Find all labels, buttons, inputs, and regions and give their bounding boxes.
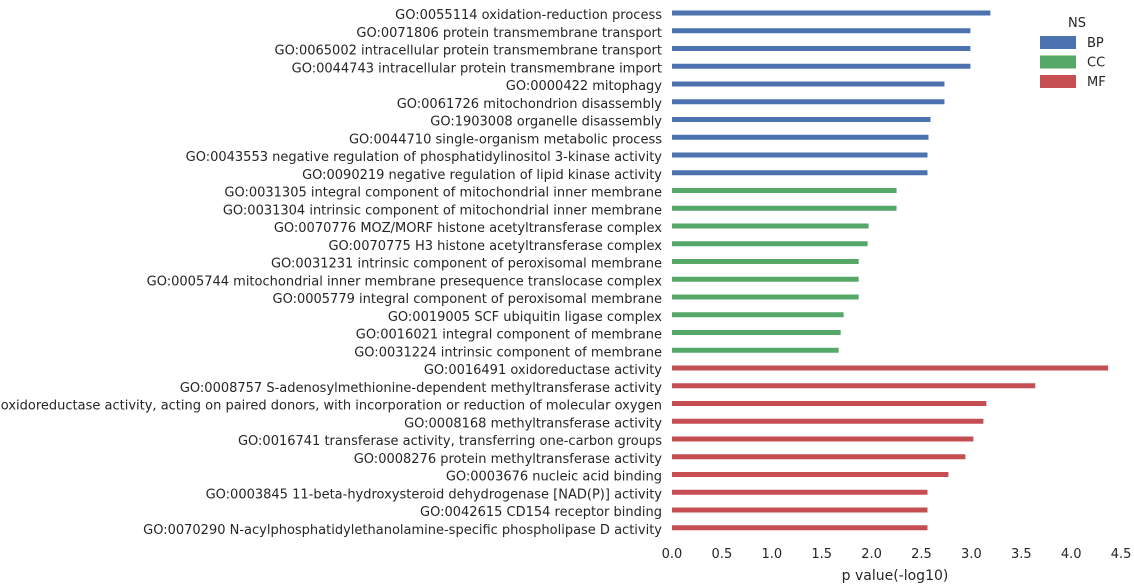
category-label: GO:0044743 intracellular protein transme… xyxy=(292,61,662,76)
bar-mf-21 xyxy=(672,365,1109,371)
x-tick-label: 4.5 xyxy=(1111,547,1132,562)
category-labels: GO:0055114 oxidation-reduction process GO… xyxy=(0,8,662,538)
category-label: GO:0031305 integral component of mitocho… xyxy=(224,186,662,201)
bar-cc-11 xyxy=(672,188,897,193)
x-tick-label: 2.0 xyxy=(861,547,882,562)
legend-swatch-bp xyxy=(1040,36,1076,49)
bar-bp-5 xyxy=(672,81,945,87)
x-tick-label: 1.0 xyxy=(761,547,782,562)
bar-mf-24 xyxy=(672,418,984,424)
category-label: GO:0016491 oxidoreductase activity xyxy=(424,363,662,378)
legend-title: NS xyxy=(1068,16,1086,31)
bar-mf-28 xyxy=(672,489,928,495)
bar-bp-9 xyxy=(672,152,928,158)
bar-bp-4 xyxy=(672,63,971,69)
category-label: GO:0005779 integral component of peroxis… xyxy=(273,292,662,307)
bar-cc-19 xyxy=(672,330,841,335)
category-label: GO:0061726 mitochondrion disassembly xyxy=(397,97,663,112)
category-label: GO:0044710 single-organism metabolic pro… xyxy=(349,132,662,147)
category-label: GO:0008276 protein methyltransferase act… xyxy=(354,452,663,467)
legend-swatch-cc xyxy=(1040,55,1076,69)
category-label: GO:0003676 nucleic acid binding xyxy=(446,470,662,485)
bar-cc-15 xyxy=(672,259,859,264)
category-label: GO:0070776 MOZ/MORF histone acetyltransf… xyxy=(274,221,662,236)
bar-bp-2 xyxy=(672,28,971,34)
category-label: GO:0005744 mitochondrial inner membrane … xyxy=(147,274,663,289)
x-axis-title: p value(-log10) xyxy=(842,568,949,584)
legend-label-mf: MF xyxy=(1087,75,1106,90)
bars-group xyxy=(672,10,1109,531)
x-tick-label: 3.5 xyxy=(1011,547,1032,562)
category-label: GO:0070290 N-acylphosphatidylethanolamin… xyxy=(143,523,662,538)
bar-cc-17 xyxy=(672,294,859,300)
category-label: GO:0042615 CD154 receptor binding xyxy=(420,505,662,520)
category-label: GO:0000422 mitophagy xyxy=(506,79,663,94)
category-label: GO:0016021 integral component of membran… xyxy=(356,328,662,343)
category-label: GO:0003845 11-beta-hydroxysteroid dehydr… xyxy=(206,487,663,502)
x-tick-label: 0.0 xyxy=(662,547,683,562)
legend-swatch-mf xyxy=(1040,75,1076,88)
bar-cc-16 xyxy=(672,276,859,282)
bar-bp-10 xyxy=(672,170,928,176)
bar-mf-30 xyxy=(672,525,928,531)
category-label: GO:0043553 negative regulation of phosph… xyxy=(186,150,663,165)
category-label: GO:1903008 organelle disassembly xyxy=(430,115,662,130)
bar-cc-20 xyxy=(672,347,839,353)
category-label: GO:0055114 oxidation-reduction process xyxy=(395,8,662,23)
x-tick-label: 3.0 xyxy=(961,547,982,562)
category-label: GO:0065002 intracellular protein transme… xyxy=(275,44,663,59)
legend-label-bp: BP xyxy=(1087,36,1104,51)
category-label: GO:0019005 SCF ubiquitin ligase complex xyxy=(388,310,662,325)
bar-bp-8 xyxy=(672,134,929,140)
category-label: GO:0031304 intrinsic component of mitoch… xyxy=(223,203,662,218)
bar-bp-7 xyxy=(672,117,931,122)
bar-cc-18 xyxy=(672,312,844,318)
category-label: GO:0031224 intrinsic component of membra… xyxy=(354,345,662,360)
bar-cc-14 xyxy=(672,241,868,247)
category-label: GO:0008168 methyltransferase activity xyxy=(404,416,662,431)
bar-mf-29 xyxy=(672,507,928,513)
bar-bp-3 xyxy=(672,46,971,51)
category-label: GO:0031231 intrinsic component of peroxi… xyxy=(271,257,662,272)
x-tick-label: 4.0 xyxy=(1061,547,1082,562)
category-label: GO:0008757 S-adenosylmethionine-dependen… xyxy=(180,381,662,396)
bar-mf-23 xyxy=(672,401,987,406)
bar-mf-22 xyxy=(672,383,1036,389)
category-label: GO:0070775 H3 histone acetyltransferase … xyxy=(328,239,662,254)
bar-cc-12 xyxy=(672,205,897,211)
x-axis-ticks: 0.0 0.5 1.0 1.5 2.0 2.5 3.0 3.5 4.0 4.5 xyxy=(662,547,1132,562)
legend-label-cc: CC xyxy=(1087,56,1105,71)
category-label: GO:0016705 oxidoreductase activity, acti… xyxy=(0,399,662,414)
category-label: GO:0016741 transferase activity, transfe… xyxy=(238,434,662,449)
bar-cc-13 xyxy=(672,223,869,229)
bar-mf-25 xyxy=(672,436,974,442)
x-tick-label: 0.5 xyxy=(712,547,733,562)
category-label: GO:0090219 negative regulation of lipid … xyxy=(302,168,662,183)
bar-bp-6 xyxy=(672,99,945,105)
legend: NS BP CC MF xyxy=(1040,16,1106,90)
x-tick-label: 1.5 xyxy=(811,547,832,562)
bar-bp-1 xyxy=(672,10,991,16)
x-tick-label: 2.5 xyxy=(911,547,932,562)
category-label: GO:0071806 protein transmembrane transpo… xyxy=(356,26,662,41)
bar-mf-26 xyxy=(672,454,966,460)
bar-mf-27 xyxy=(672,472,949,477)
